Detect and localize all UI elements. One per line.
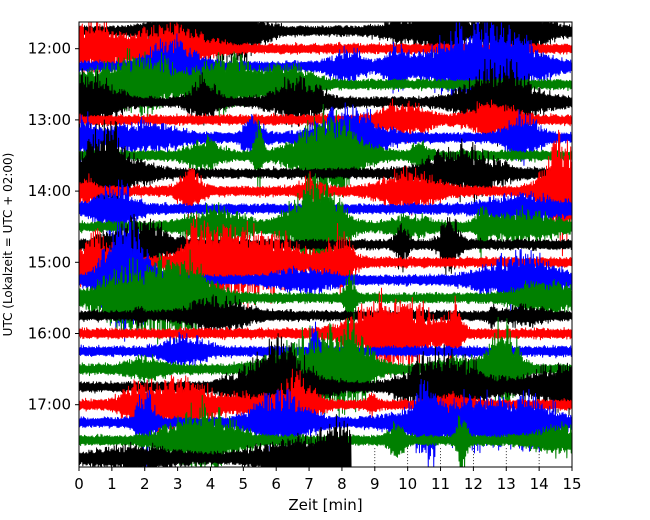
x-tick-label: 15 [562, 475, 581, 493]
x-tick-label: 11 [431, 475, 450, 493]
plot-frame [78, 21, 573, 468]
trace-line [79, 313, 572, 419]
y-axis-title: UTC (Lokalzeit = UTC + 02:00) [1, 153, 15, 337]
y-tick-label: 16:00 [28, 325, 71, 343]
trace-line [79, 213, 572, 277]
x-tick-label: 5 [239, 475, 249, 493]
x-tick-label: 1 [107, 475, 117, 493]
x-tick-label: 13 [497, 475, 516, 493]
x-tick-label: 9 [370, 475, 380, 493]
x-tick-label: 14 [530, 475, 549, 493]
y-tick-label: 15:00 [28, 253, 71, 271]
y-tick-label: 17:00 [28, 396, 71, 414]
trace-line [79, 129, 572, 257]
x-tick-label: 2 [140, 475, 150, 493]
trace-line [79, 104, 572, 199]
x-axis: 0 1 2 3 4 5 6 7 8 9 10 11 12 13 14 15 [74, 467, 582, 493]
traces-layer [79, 22, 572, 467]
x-tick-label: 6 [271, 475, 281, 493]
x-axis-title: Zeit [min] [288, 496, 362, 514]
x-tick-label: 7 [304, 475, 314, 493]
trace-line [79, 333, 572, 445]
trace-line [79, 98, 572, 143]
trace-line [79, 287, 572, 375]
y-tick-label: 14:00 [28, 182, 71, 200]
trace-line [79, 394, 572, 467]
trace-line [79, 102, 572, 180]
x-tick-label: 12 [464, 475, 483, 493]
trace-line [79, 378, 572, 467]
x-tick-label: 0 [74, 475, 84, 493]
y-tick-label: 13:00 [28, 111, 71, 129]
x-tick-label: 10 [398, 475, 417, 493]
x-tick-label: 3 [173, 475, 183, 493]
trace-line [79, 249, 572, 345]
trace-line [79, 119, 572, 232]
y-tick-label: 12:00 [28, 40, 71, 58]
x-tick-label: 4 [206, 475, 216, 493]
trace-line [79, 294, 572, 339]
trace-line [79, 414, 352, 467]
x-tick-label: 8 [337, 475, 347, 493]
grid-layer [374, 448, 540, 467]
y-axis: 12:00 13:00 14:00 15:00 16:00 17:00 [28, 40, 79, 414]
